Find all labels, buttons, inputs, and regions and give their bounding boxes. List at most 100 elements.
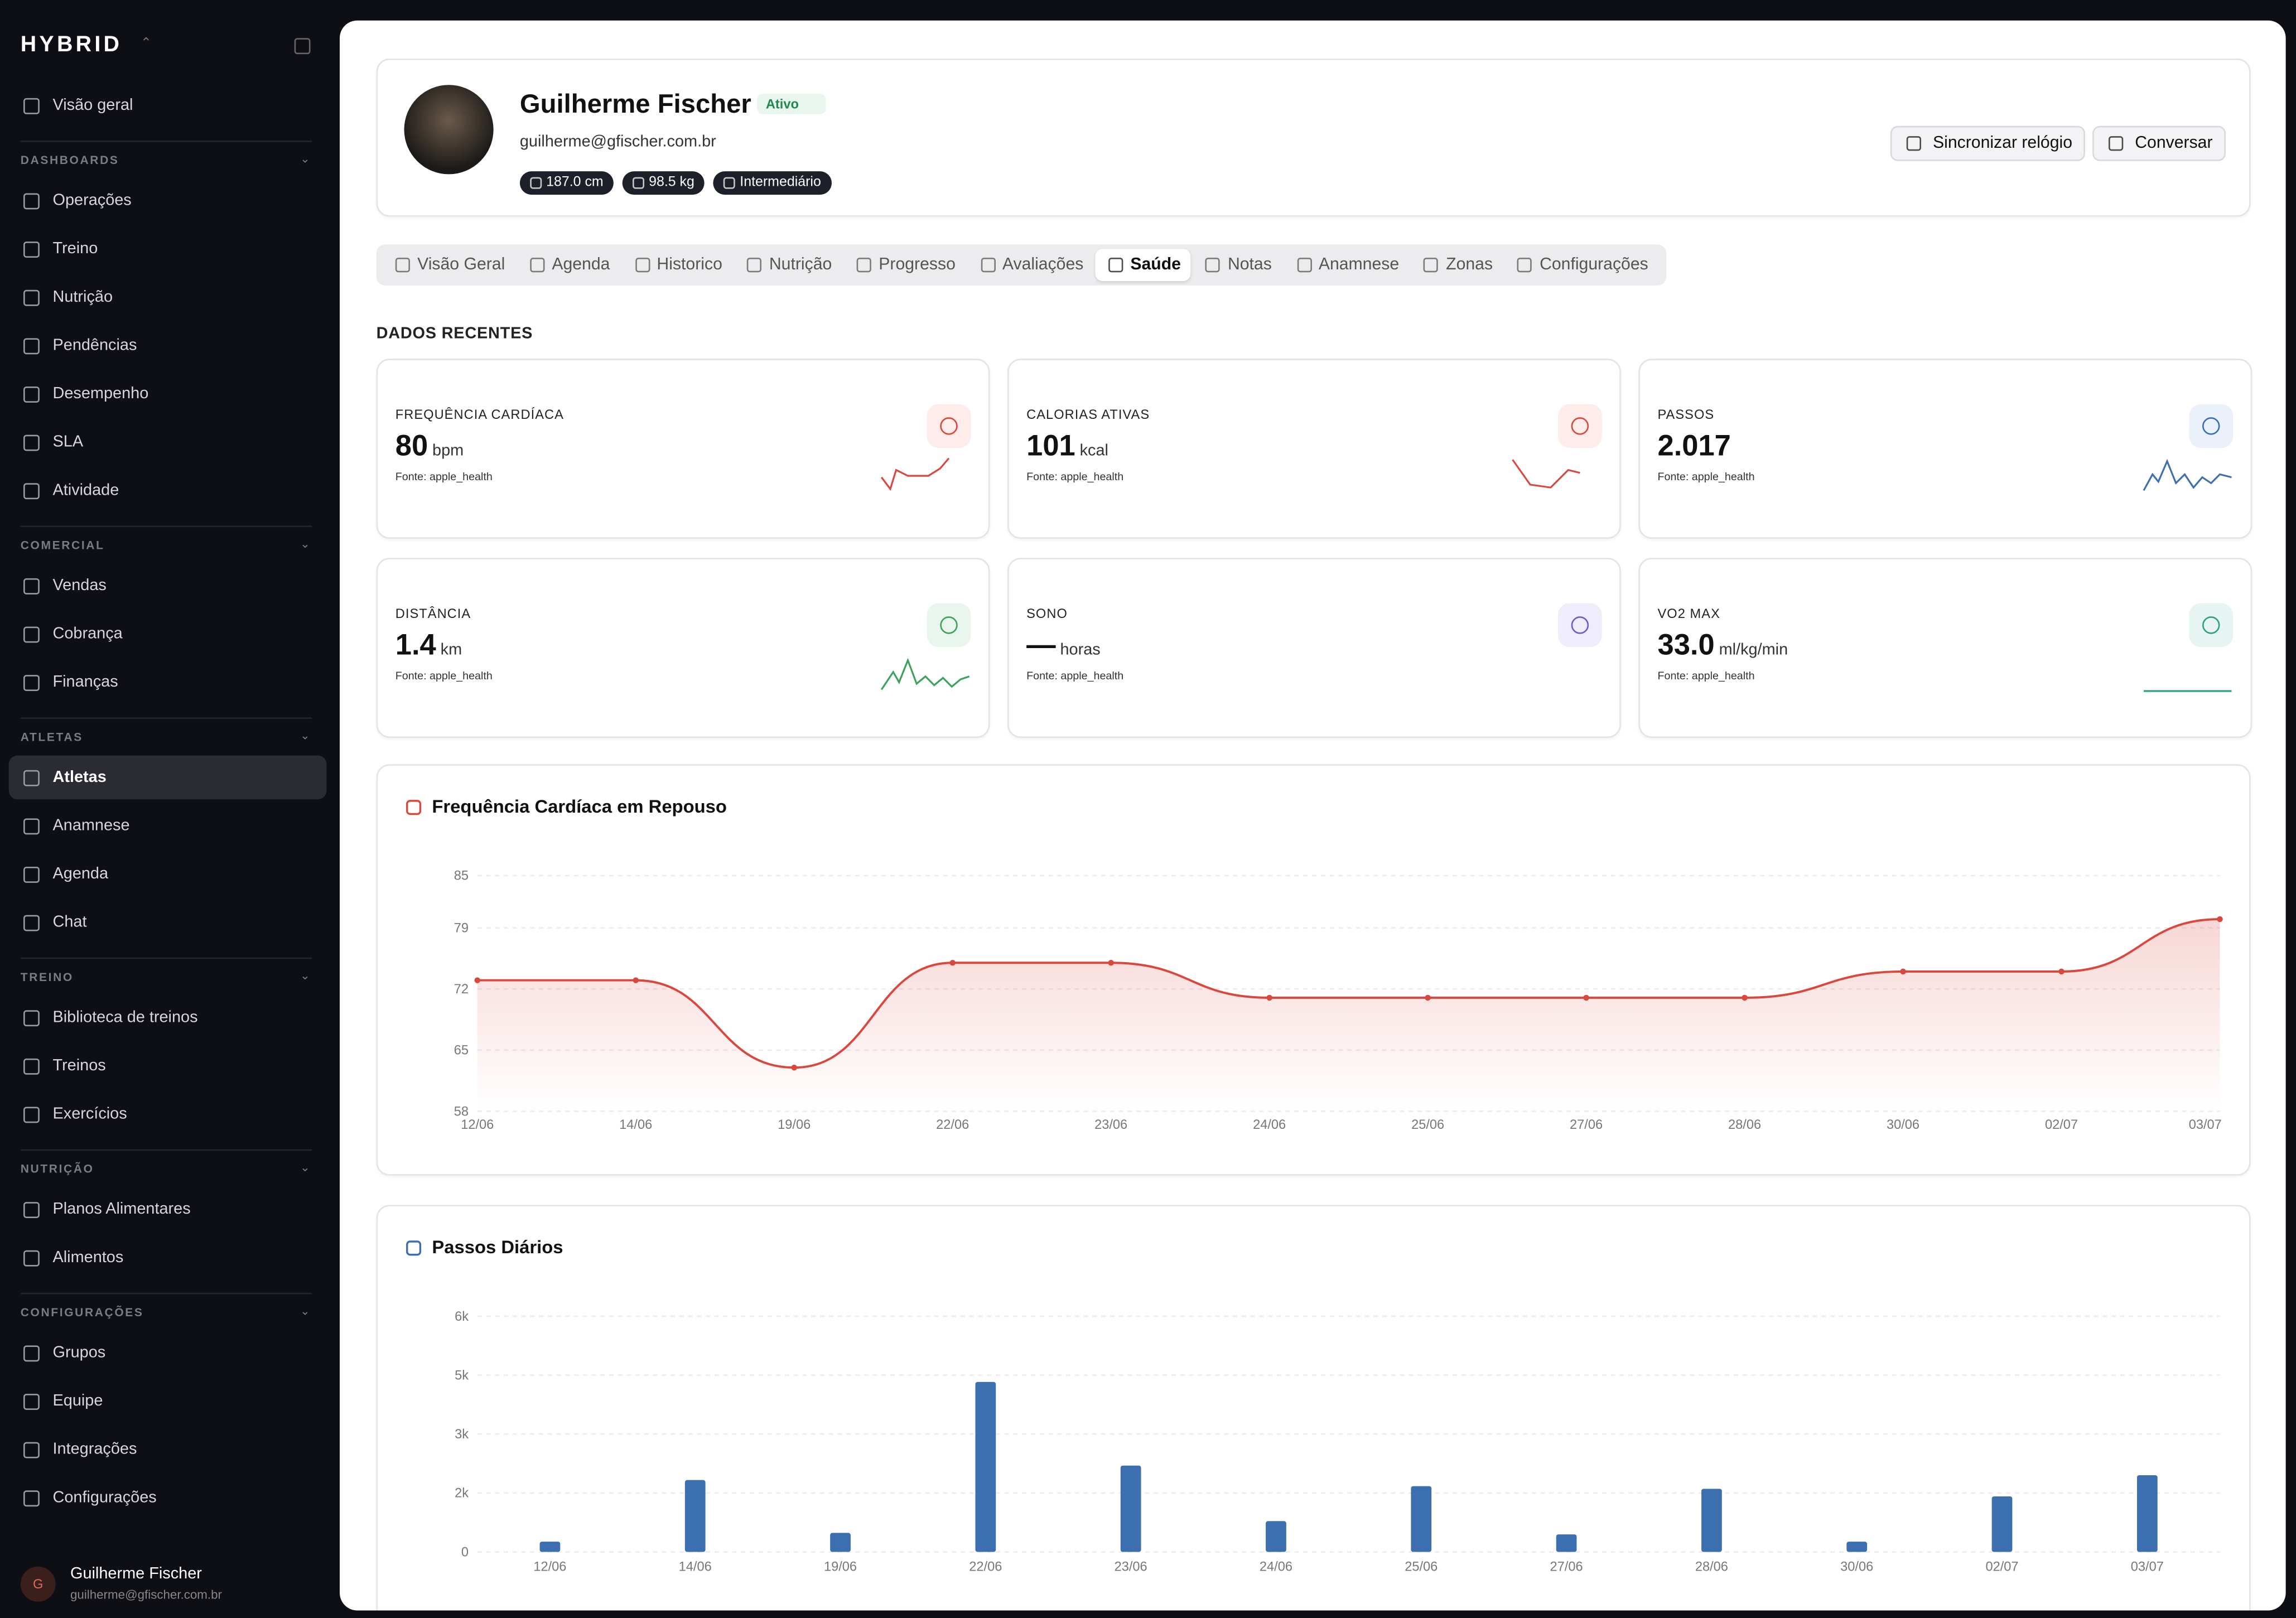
point: [1742, 994, 1748, 1001]
nav-icon: [23, 434, 40, 451]
section-title: TREINO: [20, 970, 74, 984]
nav-item[interactable]: Alimentos: [9, 1236, 327, 1280]
nav-label: Operações: [52, 191, 132, 210]
section-divider: [20, 141, 312, 142]
nav-item[interactable]: Nutrição: [9, 276, 327, 320]
tab-icon: [747, 258, 762, 273]
title-icon: [406, 800, 422, 815]
nav-item[interactable]: Grupos: [9, 1331, 327, 1375]
nav-item[interactable]: SLA: [9, 420, 327, 464]
tab[interactable]: Agenda: [517, 249, 620, 281]
point: [633, 977, 639, 983]
nav-item[interactable]: Cobrança: [9, 612, 327, 656]
section-toggle[interactable]: ⌄: [300, 729, 310, 742]
nav-icon: [23, 289, 40, 306]
nav-item[interactable]: Atividade: [9, 469, 327, 513]
metric-number: 1.4: [395, 629, 436, 662]
nav-icon: [23, 1010, 40, 1027]
nav-item[interactable]: Desempenho: [9, 372, 327, 416]
title-icon: [406, 1240, 422, 1256]
collapse-sidebar[interactable]: [294, 38, 311, 55]
bar: [1120, 1465, 1141, 1552]
nav-icon: [23, 1250, 40, 1267]
section-toggle[interactable]: ⌄: [300, 1161, 310, 1175]
tab-label: Saúde: [1130, 256, 1181, 274]
nav-item[interactable]: Configurações: [9, 1476, 327, 1520]
metric-icon-glyph: [2202, 417, 2220, 435]
nav-item[interactable]: Atletas: [8, 755, 327, 800]
tab[interactable]: Saúde: [1095, 249, 1192, 281]
nav-item[interactable]: Pendências: [9, 323, 327, 368]
button-icon: [2109, 136, 2124, 151]
status-badge[interactable]: Ativo: [757, 94, 826, 114]
nav-item[interactable]: Operações: [9, 178, 327, 223]
tab-icon: [529, 258, 545, 273]
tab[interactable]: Nutrição: [734, 249, 842, 281]
user-menu[interactable]: G Guilherme Fischer guilherme@gfischer.com…: [20, 1564, 313, 1608]
x-tick-label: 19/06: [778, 1118, 811, 1132]
nav-item[interactable]: Planos Alimentares: [9, 1187, 327, 1231]
nav-item[interactable]: Agenda: [9, 852, 327, 896]
chip-text: 187.0 cm: [546, 174, 604, 191]
bar: [1701, 1489, 1722, 1552]
tab[interactable]: Visão Geral: [382, 249, 515, 281]
metric-icon-glyph: [1571, 417, 1589, 435]
nav-item[interactable]: Equipe: [9, 1379, 327, 1423]
metric-value: 2.017: [1658, 431, 1731, 464]
button-icon: [1906, 136, 1921, 151]
section-toggle[interactable]: ⌄: [300, 152, 310, 166]
metric-number: 101: [1026, 430, 1075, 463]
x-tick-label: 14/06: [679, 1560, 712, 1574]
tab[interactable]: Anamnese: [1284, 249, 1410, 281]
section-toggle[interactable]: ⌄: [300, 1304, 310, 1318]
action-button[interactable]: Conversar: [2092, 125, 2226, 161]
nav-label: Finanças: [52, 673, 118, 692]
section-divider: [20, 1292, 312, 1295]
metric-icon-glyph: [940, 616, 958, 634]
nav-item[interactable]: Treinos: [9, 1044, 327, 1088]
x-tick-label: 23/06: [1115, 1560, 1147, 1574]
tab[interactable]: Zonas: [1411, 249, 1503, 281]
nav-icon: [23, 675, 40, 691]
metric-unit: horas: [1060, 641, 1101, 659]
section-toggle[interactable]: ⌄: [300, 969, 310, 983]
metric-icon: [927, 603, 971, 648]
section-divider: [20, 717, 312, 719]
metric-source: Fonte: apple_health: [1657, 669, 1755, 683]
tab[interactable]: Progresso: [843, 249, 966, 281]
nav-item[interactable]: Anamnese: [9, 804, 327, 848]
x-tick-label: 02/07: [1985, 1560, 2018, 1574]
x-tick-label: 28/06: [1728, 1118, 1761, 1132]
nav-item[interactable]: Vendas: [9, 564, 327, 608]
chip: 187.0 cm: [519, 170, 614, 194]
nav-item[interactable]: Chat: [9, 900, 327, 944]
line-area: [477, 919, 2220, 1112]
nav-label: Atletas: [52, 769, 107, 786]
nav-item[interactable]: Visão geral: [9, 84, 327, 128]
metric-card: PASSOS 2.017 Fonte: apple_health: [1638, 359, 2252, 539]
nav-item[interactable]: Integrações: [9, 1427, 327, 1471]
nav-item[interactable]: Treino: [9, 227, 327, 271]
point: [791, 1064, 797, 1071]
tab[interactable]: Notas: [1193, 249, 1282, 281]
nav-icon: [23, 338, 40, 355]
metric-number: —: [1026, 629, 1056, 662]
metric-source: Fonte: apple_health: [395, 669, 493, 683]
nav-item[interactable]: Biblioteca de treinos: [9, 996, 327, 1040]
nav-item[interactable]: Exercícios: [9, 1092, 327, 1136]
metric-card: SONO — horas Fonte: apple_health: [1007, 558, 1621, 738]
action-button[interactable]: Sincronizar relógio: [1890, 125, 2086, 161]
logo-switch[interactable]: ⌃: [141, 35, 152, 50]
tab[interactable]: Avaliações: [967, 249, 1094, 281]
x-tick-label: 25/06: [1405, 1560, 1438, 1574]
section-toggle[interactable]: ⌄: [300, 537, 310, 550]
point: [1108, 960, 1114, 966]
nav-item[interactable]: Finanças: [9, 660, 327, 704]
metric-card: DISTÂNCIA 1.4 km Fonte: apple_health: [376, 558, 990, 738]
metric-label: PASSOS: [1657, 407, 1715, 422]
tab[interactable]: Historico: [621, 249, 732, 281]
nav-icon: [23, 483, 40, 500]
metric-unit: kcal: [1079, 442, 1108, 460]
tab[interactable]: Configurações: [1504, 249, 1658, 281]
